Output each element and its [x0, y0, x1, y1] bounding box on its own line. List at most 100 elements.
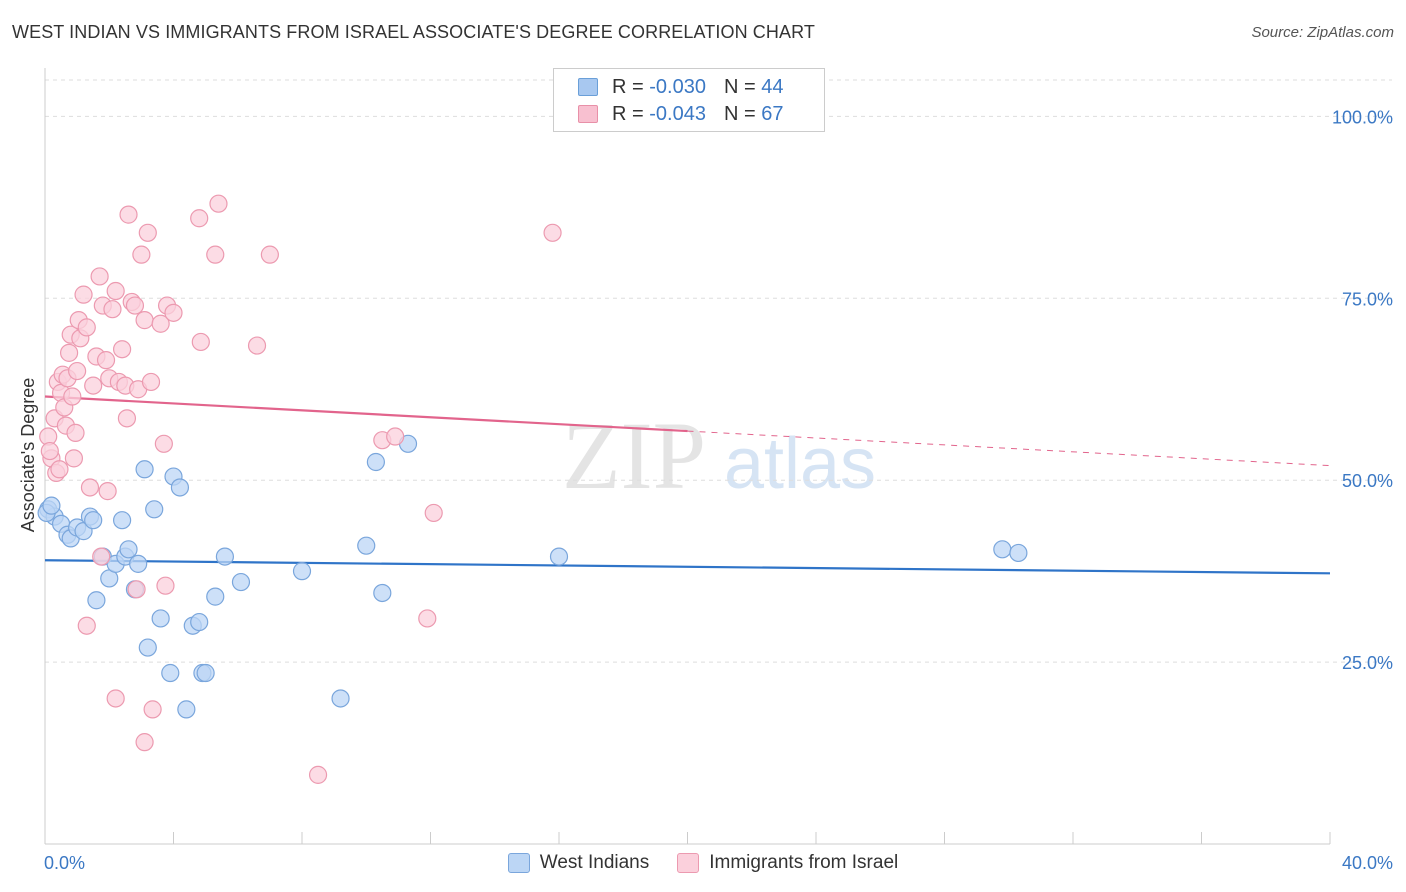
point-1-12	[63, 387, 82, 406]
point-1-62	[77, 616, 96, 635]
point-1-41	[135, 311, 154, 330]
point-1-26	[96, 351, 116, 370]
point-1-49	[164, 303, 183, 322]
point-0-39	[549, 547, 569, 566]
scatter-points	[37, 194, 1028, 784]
point-1-10	[59, 343, 79, 362]
point-0-20	[145, 500, 164, 519]
point-1-24	[92, 547, 111, 566]
point-0-13	[112, 511, 132, 530]
point-1-21	[84, 376, 103, 395]
series-legend: West Indians Immigrants from Israel	[0, 852, 1406, 874]
point-0-18	[135, 460, 154, 479]
point-0-15	[119, 540, 138, 559]
legend-item-immigrants-israel[interactable]: Immigrants from Israel	[677, 852, 898, 874]
point-0-33	[292, 562, 312, 581]
point-1-63	[106, 689, 125, 708]
point-1-23	[90, 267, 109, 286]
point-0-43	[42, 496, 61, 515]
legend-swatch-immigrants-israel	[677, 853, 700, 873]
point-1-46	[154, 434, 173, 453]
legend-row-immigrants-israel: R = -0.043 N = 67	[578, 101, 783, 127]
point-1-15	[68, 361, 87, 381]
legend-label-immigrants-israel: Immigrants from Israel	[709, 852, 899, 873]
point-1-30	[106, 281, 125, 301]
trend-line-1	[44, 395, 688, 433]
point-0-21	[151, 609, 170, 628]
point-1-13	[64, 449, 84, 468]
watermark-atlas: atlas	[724, 424, 876, 504]
legend-swatch-blue	[578, 78, 598, 96]
point-1-66	[50, 460, 69, 479]
point-1-52	[206, 245, 225, 264]
legend-item-west-indians[interactable]: West Indians	[507, 852, 650, 874]
point-0-27	[190, 612, 209, 632]
legend-swatch-pink	[578, 105, 598, 123]
y-tick-label-25: 25.0%	[1342, 653, 1393, 673]
source-label: Source: ZipAtlas.com	[1251, 24, 1394, 41]
point-0-24	[170, 478, 190, 497]
n-label: N =	[723, 102, 756, 125]
point-0-31	[215, 547, 234, 566]
point-0-35	[357, 536, 376, 555]
point-1-58	[386, 427, 405, 446]
point-1-27	[98, 482, 117, 501]
point-0-30	[206, 587, 225, 606]
point-1-50	[190, 209, 209, 228]
n-value: 67	[761, 102, 784, 125]
point-1-18	[74, 285, 93, 304]
y-tick-label-50: 50.0%	[1342, 471, 1393, 491]
point-0-29	[196, 663, 215, 683]
point-0-19	[138, 638, 157, 657]
watermark: ZIP atlas	[562, 402, 876, 509]
legend-row-west-indians: R = -0.030 N = 44	[578, 74, 783, 100]
point-1-34	[117, 409, 137, 428]
point-0-37	[373, 583, 392, 603]
point-1-64	[135, 733, 154, 752]
n-label: N =	[723, 75, 756, 98]
point-1-40	[132, 245, 151, 264]
point-1-55	[260, 245, 279, 264]
point-1-37	[125, 296, 145, 315]
point-0-34	[331, 689, 350, 708]
point-1-32	[112, 340, 132, 359]
point-0-25	[177, 700, 196, 719]
point-0-9	[87, 591, 106, 610]
point-0-17	[129, 554, 148, 573]
watermark-zip: ZIP	[562, 402, 706, 509]
legend-label-west-indians: West Indians	[539, 852, 650, 873]
point-1-53	[209, 194, 228, 213]
y-tick-labels: 100.0% 75.0% 50.0% 25.0%	[1332, 107, 1393, 673]
point-1-45	[151, 314, 170, 333]
point-1-35	[119, 205, 138, 224]
point-0-40	[993, 540, 1012, 559]
point-1-60	[418, 609, 437, 628]
point-0-41	[1009, 543, 1028, 563]
correlation-legend: R = -0.030 N = 44 R = -0.043 N = 67	[553, 68, 825, 132]
point-1-47	[156, 576, 175, 595]
point-0-8	[84, 511, 103, 530]
trend-lines	[44, 395, 1331, 575]
r-value: -0.043	[649, 102, 706, 125]
point-1-54	[247, 336, 267, 355]
x-ticks	[44, 832, 1331, 844]
x-tick-label-right: 40.0%	[1342, 853, 1393, 873]
point-1-43	[141, 372, 161, 392]
r-label: R =	[612, 75, 644, 98]
point-1-19	[77, 318, 96, 337]
point-1-42	[138, 223, 157, 242]
point-1-56	[308, 765, 328, 784]
point-0-22	[161, 663, 180, 683]
r-value: -0.030	[649, 75, 706, 98]
point-1-29	[103, 300, 122, 319]
x-tick-label-left: 0.0%	[44, 853, 85, 873]
gridlines	[45, 79, 1392, 663]
point-1-59	[424, 503, 443, 523]
r-label: R =	[612, 102, 644, 125]
point-1-65	[40, 441, 59, 461]
point-1-44	[143, 700, 162, 719]
point-1-61	[543, 223, 562, 242]
point-1-51	[191, 332, 210, 352]
point-0-32	[231, 572, 251, 592]
